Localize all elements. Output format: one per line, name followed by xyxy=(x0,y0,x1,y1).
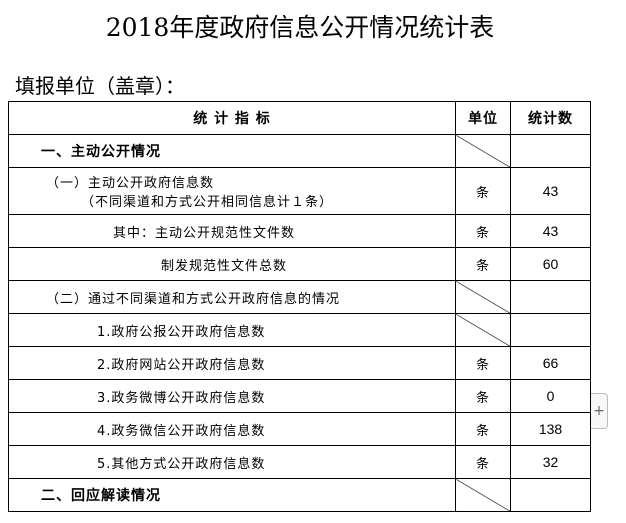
row-value: 32 xyxy=(510,445,591,479)
row-value: 60 xyxy=(510,247,591,281)
table-row: 其中：主动公开规范性文件数 条 43 xyxy=(8,214,591,248)
row-label: 一、主动公开情况 xyxy=(8,134,456,168)
row-unit: 条 xyxy=(455,247,511,281)
row-value xyxy=(510,313,591,347)
table-row: 二、回应解读情况 xyxy=(8,478,591,512)
row-unit: 条 xyxy=(455,167,511,215)
row-label: 3.政务微博公开政府信息数 xyxy=(8,379,456,413)
table-row: 一、主动公开情况 xyxy=(8,134,591,168)
row-label: 二、回应解读情况 xyxy=(8,478,456,512)
row-unit: 条 xyxy=(455,379,511,413)
table-row: （一）主动公开政府信息数 （不同渠道和方式公开相同信息计１条） 条 43 xyxy=(8,167,591,215)
row-unit-na xyxy=(455,134,511,168)
row-value: 43 xyxy=(510,214,591,248)
row-value: 0 xyxy=(510,379,591,413)
reporting-unit-label: 填报单位（盖章）： xyxy=(15,74,185,98)
row-label: 2.政府网站公开政府信息数 xyxy=(8,346,456,380)
table-row: 制发规范性文件总数 条 60 xyxy=(8,247,591,281)
row-label-line1: （一）主动公开政府信息数 xyxy=(46,176,215,191)
page-title: 2018年度政府信息公开情况统计表 xyxy=(105,13,495,42)
table-header: 统 计 指 标 单位 统计数 xyxy=(8,101,591,135)
table-row: （二）通过不同渠道和方式公开政府信息的情况 xyxy=(8,280,591,314)
row-unit-na xyxy=(455,313,511,347)
row-unit: 条 xyxy=(455,445,511,479)
header-unit: 单位 xyxy=(455,101,511,135)
row-unit: 条 xyxy=(455,214,511,248)
add-row-button[interactable]: + xyxy=(591,393,608,429)
row-value xyxy=(510,280,591,314)
table-row: 1.政府公报公开政府信息数 xyxy=(8,313,591,347)
table-row: 5.其他方式公开政府信息数 条 32 xyxy=(8,445,591,479)
row-value: 66 xyxy=(510,346,591,380)
statistics-table: 统 计 指 标 单位 统计数 一、主动公开情况 （一）主动公开政府信息数 （不同渠… xyxy=(8,101,591,512)
row-unit: 条 xyxy=(455,346,511,380)
table-row: 4.政务微信公开政府信息数 条 138 xyxy=(8,412,591,446)
row-value xyxy=(510,478,591,512)
row-value: 138 xyxy=(510,412,591,446)
row-label: （一）主动公开政府信息数 （不同渠道和方式公开相同信息计１条） xyxy=(8,167,456,215)
table-row: 2.政府网站公开政府信息数 条 66 xyxy=(8,346,591,380)
row-label: 制发规范性文件总数 xyxy=(8,247,456,281)
row-unit-na xyxy=(455,280,511,314)
row-unit: 条 xyxy=(455,412,511,446)
row-label: 1.政府公报公开政府信息数 xyxy=(8,313,456,347)
header-indicator: 统 计 指 标 xyxy=(8,101,456,135)
header-count: 统计数 xyxy=(510,101,591,135)
row-value xyxy=(510,134,591,168)
row-label: 5.其他方式公开政府信息数 xyxy=(8,445,456,479)
row-label: 其中：主动公开规范性文件数 xyxy=(8,214,456,248)
row-label: 4.政务微信公开政府信息数 xyxy=(8,412,456,446)
row-label: （二）通过不同渠道和方式公开政府信息的情况 xyxy=(8,280,456,314)
row-label-line2: （不同渠道和方式公开相同信息计１条） xyxy=(81,195,334,210)
table-row: 3.政务微博公开政府信息数 条 0 xyxy=(8,379,591,413)
row-unit-na xyxy=(455,478,511,512)
row-value: 43 xyxy=(510,167,591,215)
